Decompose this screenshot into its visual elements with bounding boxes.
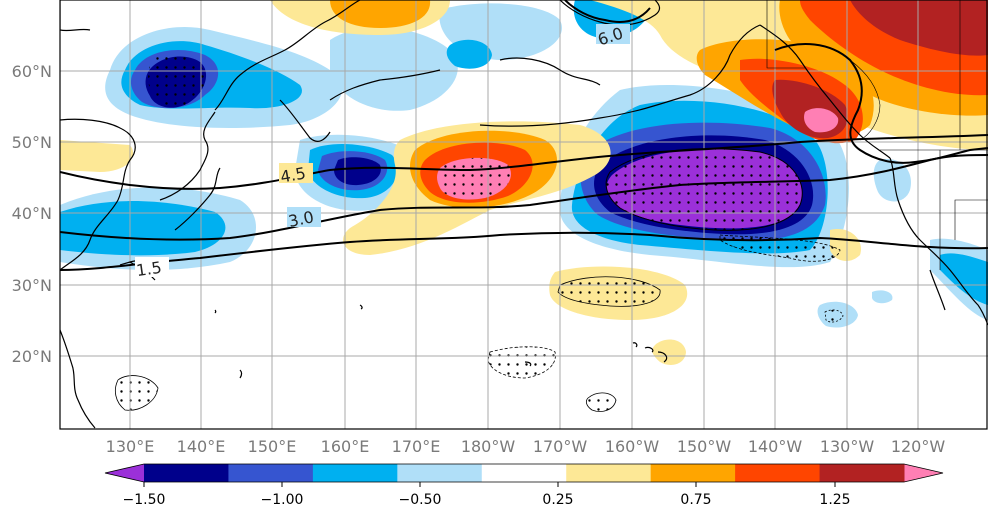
colorbar-tick-label: −1.00 — [261, 492, 304, 508]
borders — [766, 0, 988, 270]
colorbar-tick-label: 0.25 — [542, 492, 573, 508]
longitude-labels: 130°E 140°E 150°E 160°E 170°E 180°W 170°… — [106, 437, 946, 456]
colorbar-cell — [481, 464, 567, 482]
lon-label: 160°W — [605, 437, 660, 456]
lon-label: 170°E — [392, 437, 441, 456]
colorbar-tick-label: −0.50 — [399, 492, 442, 508]
lon-label: 160°E — [321, 437, 370, 456]
contour-labels: 4.5 3.0 1.5 6.0 — [135, 23, 630, 280]
map-panel: 4.5 3.0 1.5 6.0 — [60, 0, 988, 429]
colorbar-tick-label: 0.75 — [680, 492, 711, 508]
lat-label: 40°N — [12, 204, 52, 223]
colorbar-cell — [819, 464, 905, 482]
lon-label: 130°W — [820, 437, 875, 456]
lon-label: 140°E — [177, 437, 226, 456]
lat-label: 20°N — [12, 347, 52, 366]
lon-label: 150°W — [677, 437, 732, 456]
colorbar-extend-low — [105, 464, 144, 482]
lat-label: 60°N — [12, 62, 52, 81]
colorbar-cell — [650, 464, 736, 482]
colorbar-tick-label: 1.25 — [819, 492, 850, 508]
colorbar-cell — [566, 464, 652, 482]
lat-label: 50°N — [12, 133, 52, 152]
contour-lines — [60, 0, 988, 271]
lon-label: 180°W — [461, 437, 516, 456]
lon-label: 140°W — [748, 437, 803, 456]
colorbar-cell — [735, 464, 821, 482]
lon-label: 130°E — [106, 437, 155, 456]
contour-label-4.5: 4.5 — [279, 163, 307, 186]
colorbar-cell — [312, 464, 398, 482]
colorbar-ticks — [143, 482, 836, 487]
colorbar-extend-high — [904, 464, 943, 482]
coastlines — [60, 0, 988, 429]
lon-label: 120°W — [891, 437, 946, 456]
lat-label: 30°N — [12, 276, 52, 295]
colorbar: −1.50 −1.00 −0.50 0.25 0.75 1.25 — [104, 463, 944, 508]
colorbar-tick-label: −1.50 — [123, 492, 166, 508]
colorbar-cell — [228, 464, 314, 482]
colorbar-cell — [144, 464, 229, 482]
latitude-labels: 60°N 50°N 40°N 30°N 20°N — [12, 62, 52, 366]
map-frame — [59, 0, 988, 430]
graticule — [60, 0, 988, 429]
contour-label-1.5: 1.5 — [135, 258, 163, 280]
lon-label: 150°E — [248, 437, 297, 456]
contour-label-3.0: 3.0 — [287, 207, 316, 231]
colorbar-cell — [397, 464, 483, 482]
lon-label: 170°W — [533, 437, 588, 456]
